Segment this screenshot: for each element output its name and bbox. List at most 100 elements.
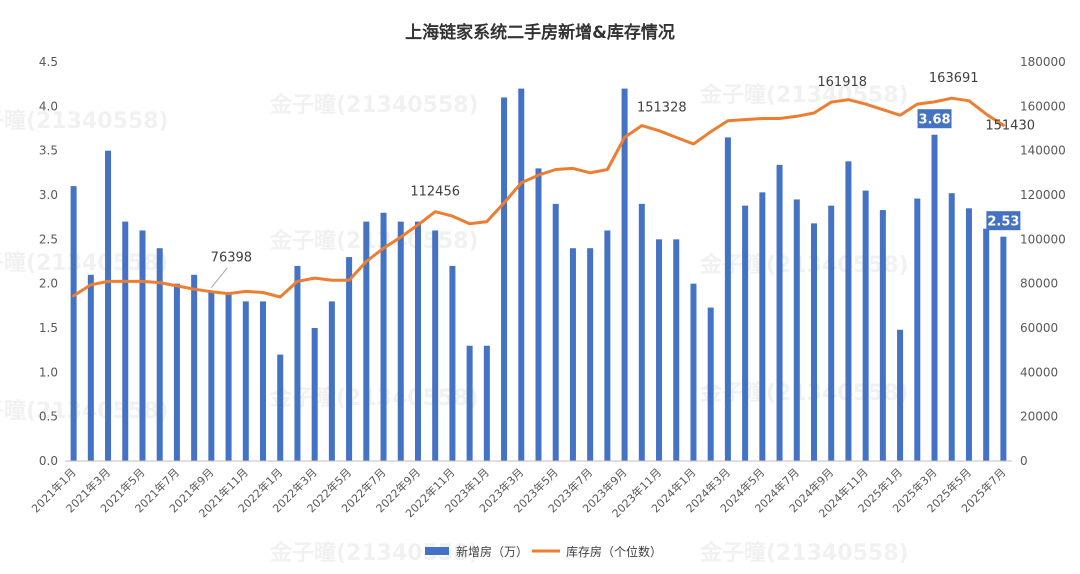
bar [449, 265, 456, 461]
y-right-tick-label: 80000 [1020, 277, 1058, 291]
bar [552, 203, 559, 461]
y-right-tick-label: 140000 [1020, 144, 1066, 158]
bar [948, 193, 955, 461]
y-axis-right: 0 20000 40000 60000 80000 100000 120000 140000 1… [1020, 55, 1066, 468]
bar [122, 221, 129, 461]
bar [862, 190, 869, 462]
bar [656, 239, 663, 461]
bar [311, 328, 318, 461]
bar [225, 292, 232, 461]
bar [810, 223, 817, 461]
legend: 新增房（万） 库存房（个位数） [425, 544, 662, 559]
line-series [72, 96, 1005, 299]
bar [604, 230, 611, 461]
line-data-label: 151328 [637, 101, 687, 116]
y-left-tick-label: 2.0 [39, 277, 58, 291]
bar [501, 97, 508, 461]
y-right-tick-label: 120000 [1020, 188, 1066, 202]
bar [483, 345, 490, 461]
bar-data-label: 2.53 [987, 215, 1019, 230]
bar [845, 161, 852, 461]
bar [518, 88, 525, 461]
y-right-tick-label: 160000 [1020, 99, 1066, 113]
bar [397, 221, 404, 461]
bar [466, 345, 473, 461]
bar [70, 186, 77, 461]
y-left-tick-label: 2.5 [39, 232, 58, 246]
annotation-leader [210, 267, 228, 288]
watermark-text: 金子曈(21340558) [699, 380, 909, 406]
bar [914, 198, 921, 461]
bar [983, 228, 990, 461]
bar [828, 205, 835, 461]
line-data-label: 112456 [410, 185, 460, 200]
bar [294, 265, 301, 461]
bar [897, 329, 904, 461]
watermark-text: 金子曈(21340558) [699, 252, 909, 278]
bar [191, 274, 198, 461]
bar [759, 192, 766, 461]
line-data-label: 151430 [985, 118, 1035, 133]
bar [742, 205, 749, 461]
x-axis: 2021年1月2021年3月2021年5月2021年7月2021年9月2021年… [29, 460, 1012, 520]
watermark-text: 金子曈(21340558) [269, 228, 479, 254]
bar [380, 212, 387, 461]
bar [363, 221, 370, 461]
line-path [72, 96, 1005, 299]
bar-data-label-box [917, 109, 952, 129]
bar [87, 274, 94, 461]
line-data-label: 76398 [211, 251, 252, 266]
watermark-layer: 金子曈(21340558) 金子曈(21340558) 金子曈(21340558) 金… [0, 82, 909, 566]
legend-label: 库存房（个位数） [566, 544, 662, 559]
bar [621, 88, 628, 461]
bar [328, 301, 335, 461]
watermark-text: 金子曈(21340558) [699, 82, 909, 108]
y-left-tick-label: 4.5 [39, 55, 58, 69]
bar [432, 230, 439, 461]
y-right-tick-label: 0 [1020, 454, 1028, 468]
bar [105, 150, 112, 461]
y-right-tick-label: 60000 [1020, 321, 1058, 335]
bar-data-label-box [986, 211, 1021, 231]
bar [139, 230, 146, 461]
watermark-text: 金子曈(21340558) [0, 108, 169, 134]
bar [707, 307, 714, 461]
bar [156, 248, 163, 461]
bar [569, 248, 576, 461]
line-data-label: 163691 [929, 71, 979, 86]
bar [776, 164, 783, 461]
y-left-tick-label: 3.0 [39, 188, 58, 202]
y-right-tick-label: 40000 [1020, 365, 1058, 379]
y-left-tick-label: 0.0 [39, 454, 58, 468]
watermark-text: 金子曈(21340558) [269, 385, 479, 411]
bar [346, 257, 353, 461]
bar [879, 210, 886, 461]
bar [535, 168, 542, 461]
y-left-tick-label: 1.5 [39, 321, 58, 335]
y-left-tick-label: 3.5 [39, 144, 58, 158]
bar [673, 239, 680, 461]
annotations: 76398 112456 151328 161918 163691 151430 3.68 2… [210, 71, 1035, 288]
chart-title: 上海链家系统二手房新增&库存情况 [405, 22, 675, 43]
bar [277, 354, 284, 461]
watermark-text: 金子曈(21340558) [699, 540, 909, 566]
bar [793, 199, 800, 461]
bar [260, 301, 267, 461]
line-data-label: 161918 [817, 75, 867, 90]
bar [638, 203, 645, 461]
bar [1000, 236, 1007, 461]
bar [965, 208, 972, 461]
y-left-tick-label: 4.0 [39, 99, 58, 113]
bar-data-label: 3.68 [918, 113, 950, 128]
bar [724, 137, 731, 461]
y-right-tick-label: 100000 [1020, 232, 1066, 246]
y-right-tick-label: 180000 [1020, 55, 1066, 69]
bar [414, 221, 421, 461]
bar [931, 134, 938, 461]
y-left-tick-label: 1.0 [39, 365, 58, 379]
legend-swatch-bar [425, 547, 449, 555]
bar [208, 292, 215, 461]
legend-label: 新增房（万） [456, 544, 528, 559]
